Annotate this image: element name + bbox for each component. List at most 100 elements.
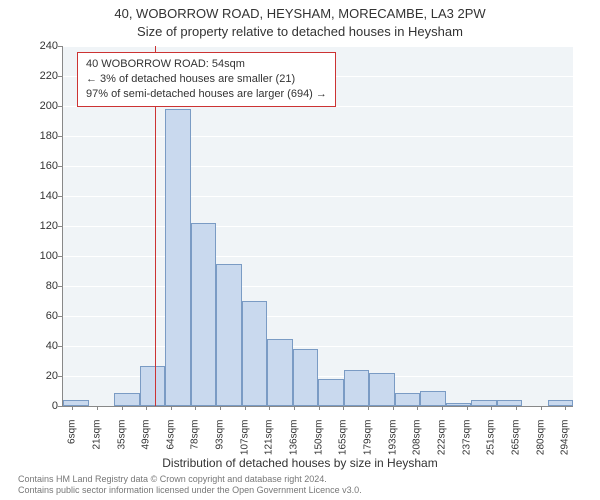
y-tick-label: 100	[18, 250, 58, 262]
x-tick-label: 93sqm	[215, 420, 226, 470]
x-tick-mark	[516, 406, 517, 410]
x-tick-mark	[294, 406, 295, 410]
attribution-text: Contains HM Land Registry data © Crown c…	[18, 474, 362, 497]
histogram-bar	[114, 393, 140, 407]
x-tick-mark	[343, 406, 344, 410]
histogram-bar	[216, 264, 242, 407]
y-tick-mark	[58, 196, 62, 197]
histogram-bar	[165, 109, 191, 406]
chart-container: 40, WOBORROW ROAD, HEYSHAM, MORECAMBE, L…	[0, 0, 600, 500]
x-tick-mark	[146, 406, 147, 410]
y-tick-label: 0	[18, 400, 58, 412]
x-tick-label: 21sqm	[91, 420, 102, 470]
y-tick-label: 200	[18, 100, 58, 112]
x-tick-mark	[319, 406, 320, 410]
y-tick-mark	[58, 106, 62, 107]
x-tick-mark	[417, 406, 418, 410]
x-tick-label: 193sqm	[387, 420, 398, 470]
gridline	[63, 316, 573, 317]
gridline	[63, 136, 573, 137]
x-tick-label: 64sqm	[165, 420, 176, 470]
y-tick-label: 80	[18, 280, 58, 292]
histogram-bar	[548, 400, 574, 406]
histogram-bar	[267, 339, 293, 407]
gridline	[63, 226, 573, 227]
x-tick-label: 165sqm	[338, 420, 349, 470]
x-tick-label: 208sqm	[412, 420, 423, 470]
plot-area: 40 WOBORROW ROAD: 54sqm ← 3% of detached…	[62, 46, 573, 407]
x-tick-mark	[195, 406, 196, 410]
y-tick-mark	[58, 316, 62, 317]
histogram-bar	[63, 400, 89, 406]
x-tick-label: 179sqm	[363, 420, 374, 470]
x-tick-label: 280sqm	[535, 420, 546, 470]
annotation-line1: 40 WOBORROW ROAD: 54sqm	[86, 57, 327, 72]
x-tick-mark	[97, 406, 98, 410]
histogram-bar	[497, 400, 523, 406]
x-tick-label: 237sqm	[461, 420, 472, 470]
y-tick-label: 240	[18, 40, 58, 52]
x-tick-label: 294sqm	[560, 420, 571, 470]
y-tick-label: 160	[18, 160, 58, 172]
y-tick-mark	[58, 76, 62, 77]
x-tick-label: 107sqm	[239, 420, 250, 470]
x-tick-mark	[72, 406, 73, 410]
histogram-bar	[318, 379, 344, 406]
x-tick-mark	[245, 406, 246, 410]
y-tick-mark	[58, 226, 62, 227]
x-tick-mark	[220, 406, 221, 410]
annotation-box: 40 WOBORROW ROAD: 54sqm ← 3% of detached…	[77, 52, 336, 107]
gridline	[63, 286, 573, 287]
histogram-bar	[344, 370, 370, 406]
x-tick-mark	[122, 406, 123, 410]
y-tick-label: 40	[18, 340, 58, 352]
histogram-bar	[293, 349, 319, 406]
histogram-bar	[242, 301, 268, 406]
gridline	[63, 256, 573, 257]
y-tick-label: 20	[18, 370, 58, 382]
x-tick-label: 251sqm	[486, 420, 497, 470]
chart-title-sub: Size of property relative to detached ho…	[0, 24, 600, 39]
histogram-bar	[471, 400, 497, 406]
x-tick-label: 136sqm	[289, 420, 300, 470]
y-tick-label: 120	[18, 220, 58, 232]
y-tick-label: 180	[18, 130, 58, 142]
histogram-bar	[191, 223, 217, 406]
x-tick-mark	[171, 406, 172, 410]
y-tick-mark	[58, 166, 62, 167]
x-tick-label: 265sqm	[510, 420, 521, 470]
y-tick-mark	[58, 286, 62, 287]
histogram-bar	[140, 366, 166, 407]
y-tick-mark	[58, 376, 62, 377]
x-tick-label: 150sqm	[313, 420, 324, 470]
x-tick-label: 222sqm	[436, 420, 447, 470]
gridline	[63, 166, 573, 167]
annotation-line2: ← 3% of detached houses are smaller (21)	[86, 72, 327, 87]
attribution-line1: Contains HM Land Registry data © Crown c…	[18, 474, 362, 485]
x-tick-mark	[269, 406, 270, 410]
chart-title-main: 40, WOBORROW ROAD, HEYSHAM, MORECAMBE, L…	[0, 6, 600, 21]
x-tick-label: 121sqm	[264, 420, 275, 470]
x-tick-mark	[491, 406, 492, 410]
y-tick-mark	[58, 136, 62, 137]
histogram-bar	[369, 373, 395, 406]
y-tick-mark	[58, 256, 62, 257]
annotation-line3: 97% of semi-detached houses are larger (…	[86, 87, 327, 102]
x-tick-mark	[393, 406, 394, 410]
x-tick-mark	[565, 406, 566, 410]
gridline	[63, 46, 573, 47]
y-tick-mark	[58, 406, 62, 407]
x-tick-label: 78sqm	[190, 420, 201, 470]
y-tick-mark	[58, 46, 62, 47]
gridline	[63, 346, 573, 347]
y-tick-mark	[58, 346, 62, 347]
x-tick-mark	[541, 406, 542, 410]
histogram-bar	[420, 391, 446, 406]
x-tick-mark	[442, 406, 443, 410]
x-tick-label: 6sqm	[67, 420, 78, 470]
x-tick-label: 35sqm	[116, 420, 127, 470]
x-tick-mark	[368, 406, 369, 410]
x-tick-label: 49sqm	[141, 420, 152, 470]
y-tick-label: 60	[18, 310, 58, 322]
x-tick-mark	[467, 406, 468, 410]
